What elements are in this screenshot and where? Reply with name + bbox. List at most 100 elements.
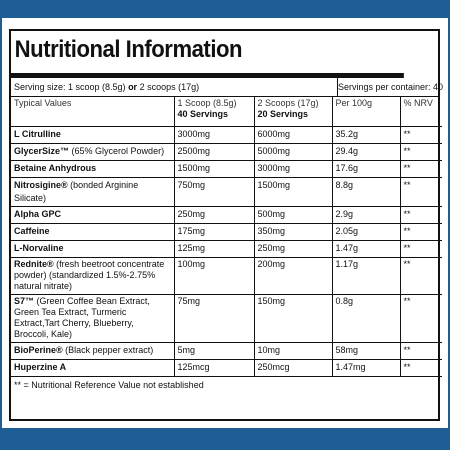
serving-size: Serving size: 1 scoop (8.5g) or 2 scoops… <box>11 78 338 96</box>
value-one-scoop: 125mg <box>174 240 255 258</box>
ingredient-name: Caffeine <box>14 226 50 236</box>
value-nrv: ** <box>400 223 442 241</box>
value-two-scoops: 3000mg <box>254 160 333 178</box>
value-one-scoop: 750mg <box>174 177 255 207</box>
value-per-100g: 1.47mg <box>332 359 401 377</box>
value-per-100g: 0.8g <box>332 294 401 343</box>
value-two-scoops: 6000mg <box>254 126 333 144</box>
ingredient-cell: Betaine Anhydrous <box>11 160 175 178</box>
value-per-100g: 17.6g <box>332 160 401 178</box>
servings-per-container: Servings per container: 40 <box>338 82 444 92</box>
table-row: Betaine Anhydrous 1500mg 3000mg 17.6g ** <box>11 160 442 178</box>
serving-size-suffix: 2 scoops (17g) <box>137 82 200 92</box>
header-nrv: % NRV <box>400 97 442 127</box>
value-per-100g: 1.17g <box>332 257 401 295</box>
value-nrv: ** <box>400 240 442 258</box>
ingredient-cell: S7™ (Green Coffee Bean Extract, Green Te… <box>11 294 175 343</box>
header-per-100g: Per 100g <box>332 97 401 127</box>
table-row: Nitrosigine® (bonded Arginine Silicate) 7… <box>11 177 442 207</box>
value-one-scoop: 1500mg <box>174 160 255 178</box>
value-two-scoops: 10mg <box>254 342 333 360</box>
value-nrv: ** <box>400 206 442 224</box>
value-nrv: ** <box>400 294 442 343</box>
ingredient-name: S7™ <box>14 296 35 306</box>
ingredient-name: BioPerine® <box>14 345 63 355</box>
value-per-100g: 58mg <box>332 342 401 360</box>
value-one-scoop: 3000mg <box>174 126 255 144</box>
value-nrv: ** <box>400 143 442 161</box>
header-two-scoops: 2 Scoops (17g) 20 Servings <box>254 97 333 127</box>
panel-title: Nutritional Information <box>11 31 404 78</box>
value-two-scoops: 500mg <box>254 206 333 224</box>
value-per-100g: 1.47g <box>332 240 401 258</box>
header-typical-values: Typical Values <box>11 97 175 127</box>
ingredient-description: (65% Glycerol Powder) <box>69 146 165 156</box>
ingredient-cell: Caffeine <box>11 223 175 241</box>
value-per-100g: 2.05g <box>332 223 401 241</box>
value-one-scoop: 2500mg <box>174 143 255 161</box>
ingredient-description: (Black pepper extract) <box>62 345 154 355</box>
ingredient-name: Huperzine A <box>14 362 67 372</box>
header-one-scoop-size: 1 Scoop (8.5g) <box>177 98 237 108</box>
table-row: S7™ (Green Coffee Bean Extract, Green Te… <box>11 294 442 343</box>
ingredient-name: L Citrulline <box>14 129 61 139</box>
header-one-scoop-servings: 40 Servings <box>177 109 229 119</box>
ingredient-name: Alpha GPC <box>14 209 62 219</box>
ingredient-cell: L-Norvaline <box>11 240 175 258</box>
ingredient-cell: Nitrosigine® (bonded Arginine Silicate) <box>11 177 175 207</box>
value-one-scoop: 5mg <box>174 342 255 360</box>
value-two-scoops: 350mg <box>254 223 333 241</box>
value-two-scoops: 200mg <box>254 257 333 295</box>
ingredient-name: Betaine Anhydrous <box>14 163 97 173</box>
table-row: Rednite® (fresh beetroot concentrate pow… <box>11 257 442 295</box>
ingredient-name: L-Norvaline <box>14 243 64 253</box>
value-per-100g: 29.4g <box>332 143 401 161</box>
value-nrv: ** <box>400 177 442 207</box>
value-nrv: ** <box>400 257 442 295</box>
ingredient-name: Rednite® <box>14 259 54 269</box>
table-row: Alpha GPC 250mg 500mg 2.9g ** <box>11 206 442 224</box>
value-one-scoop: 75mg <box>174 294 255 343</box>
value-one-scoop: 100mg <box>174 257 255 295</box>
value-one-scoop: 175mg <box>174 223 255 241</box>
value-per-100g: 2.9g <box>332 206 401 224</box>
header-one-scoop: 1 Scoop (8.5g) 40 Servings <box>174 97 255 127</box>
table-row: L-Norvaline 125mg 250mg 1.47g ** <box>11 240 442 258</box>
table-row: Huperzine A 125mcg 250mcg 1.47mg ** <box>11 359 442 377</box>
ingredient-description: (bonded Arginine Silicate) <box>14 180 139 203</box>
ingredient-cell: GlycerSize™ (65% Glycerol Powder) <box>11 143 175 161</box>
label-card: Nutritional Information Serving size: 1 … <box>2 18 448 428</box>
table-row: GlycerSize™ (65% Glycerol Powder) 2500mg 5… <box>11 143 442 161</box>
serving-size-or: or <box>128 82 138 92</box>
nutrition-panel: Nutritional Information Serving size: 1 … <box>9 29 444 421</box>
value-nrv: ** <box>400 342 442 360</box>
serving-row: Serving size: 1 scoop (8.5g) or 2 scoops… <box>11 78 444 97</box>
ingredient-cell: Huperzine A <box>11 359 175 377</box>
ingredient-cell: L Citrulline <box>11 126 175 144</box>
value-one-scoop: 250mg <box>174 206 255 224</box>
ingredient-cell: BioPerine® (Black pepper extract) <box>11 342 175 360</box>
header-two-scoops-servings: 20 Servings <box>257 109 309 119</box>
value-nrv: ** <box>400 126 442 144</box>
value-two-scoops: 150mg <box>254 294 333 343</box>
value-one-scoop: 125mcg <box>174 359 255 377</box>
ingredient-name: GlycerSize™ <box>14 146 70 156</box>
value-nrv: ** <box>400 359 442 377</box>
table-header-row: Typical Values 1 Scoop (8.5g) 40 Servings… <box>11 97 442 127</box>
ingredient-description: (fresh beetroot concentrate powder) (sta… <box>14 259 165 291</box>
value-two-scoops: 1500mg <box>254 177 333 207</box>
value-two-scoops: 250mcg <box>254 359 333 377</box>
header-two-scoops-size: 2 Scoops (17g) <box>257 98 319 108</box>
table-row: BioPerine® (Black pepper extract) 5mg 10mg… <box>11 342 442 360</box>
table-row: Caffeine 175mg 350mg 2.05g ** <box>11 223 442 241</box>
ingredient-cell: Rednite® (fresh beetroot concentrate pow… <box>11 257 175 295</box>
ingredient-description: (Green Coffee Bean Extract, Green Tea Ex… <box>14 296 150 339</box>
value-two-scoops: 5000mg <box>254 143 333 161</box>
value-per-100g: 8.8g <box>332 177 401 207</box>
ingredient-name: Nitrosigine® <box>14 180 68 190</box>
footnote: ** = Nutritional Reference Value not est… <box>14 380 204 390</box>
value-two-scoops: 250mg <box>254 240 333 258</box>
table-row: L Citrulline 3000mg 6000mg 35.2g ** <box>11 126 442 144</box>
ingredient-cell: Alpha GPC <box>11 206 175 224</box>
serving-size-prefix: Serving size: 1 scoop (8.5g) <box>14 82 129 92</box>
